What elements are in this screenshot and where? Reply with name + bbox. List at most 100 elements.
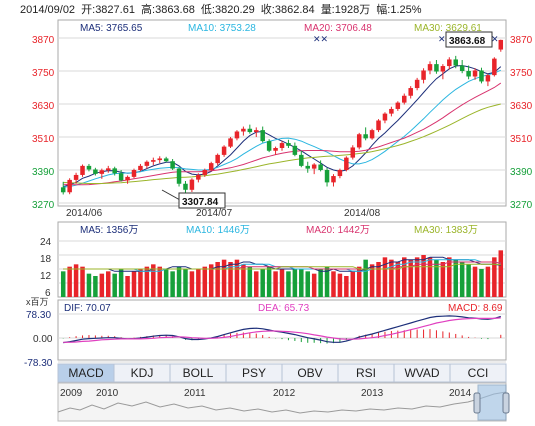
tab-cci[interactable]	[449, 363, 507, 383]
vol-legend-ma10: MA10: 1446万	[186, 225, 250, 236]
candle-body	[286, 143, 291, 146]
nav-year: 2014	[449, 388, 472, 399]
volume-bar	[170, 271, 175, 297]
zoom-marker-icon[interactable]: ✕✕	[313, 34, 328, 44]
candle-body	[498, 39, 504, 50]
candle-body	[369, 130, 375, 139]
candle-body	[144, 161, 150, 166]
macd-dea-line	[63, 317, 501, 343]
candle-body	[163, 158, 169, 162]
candle-body	[170, 161, 175, 169]
candle-body	[414, 79, 420, 89]
header-change-label: 幅:	[376, 3, 390, 16]
volume-bar	[266, 266, 272, 297]
header-low: 3820.29	[215, 4, 255, 16]
zoom-marker-icon[interactable]: ✕	[491, 34, 499, 44]
nav-year: 2013	[361, 388, 384, 399]
volume-axis: 24 18 12 6 x百万	[26, 237, 52, 307]
candle-body	[138, 165, 143, 170]
candle-body	[106, 168, 111, 171]
date-label: 2014/07	[196, 208, 233, 219]
zoom-marker-icon[interactable]: ✕	[438, 34, 446, 44]
legend-ma30: MA30: 3629.61	[414, 23, 482, 34]
volume-bar	[408, 259, 413, 297]
candle-body	[427, 64, 433, 71]
volume-bar	[479, 269, 484, 297]
price-panel	[57, 19, 507, 207]
header-high-label: 高:	[141, 2, 155, 16]
macd-legend: DIF: 70.07 DEA: 65.73 MACD: 8.69	[64, 303, 503, 314]
volume-bar	[356, 266, 362, 297]
volume-tick: 6	[45, 288, 51, 299]
macd-legend-dif: DIF: 70.07	[64, 303, 111, 314]
volume-bar	[196, 269, 201, 297]
candle-body	[247, 128, 253, 133]
price-ma20-line	[63, 82, 502, 186]
macd-axis: 78.30 0.00 -78.30	[24, 310, 53, 369]
volume-bar	[311, 273, 317, 297]
nav-year: 2011	[184, 388, 206, 399]
volume-bar	[144, 266, 150, 297]
volume-bar	[99, 273, 105, 297]
legend-ma5: MA5: 3765.65	[80, 23, 143, 34]
candle-body	[221, 146, 227, 155]
candle-body	[318, 164, 323, 170]
candle-body	[466, 71, 471, 77]
tab-label: CCI	[468, 366, 489, 380]
volume-bar	[279, 269, 285, 297]
price-legend: MA5: 3765.65 MA10: 3753.28 MA20: 3706.48…	[80, 23, 482, 34]
volume-bar	[86, 273, 92, 297]
volume-bar	[318, 269, 323, 297]
high-callout: 3863.68	[445, 31, 493, 48]
candle-body	[80, 165, 85, 175]
navigator-right-handle[interactable]	[502, 392, 510, 414]
candle-body	[382, 113, 388, 121]
header-open: 3827.61	[95, 4, 135, 16]
volume-bar	[421, 255, 426, 297]
candle-body	[196, 174, 201, 180]
tab-label: OBV	[297, 366, 322, 380]
volume-bar	[138, 269, 143, 297]
price-tick-left: 3870	[32, 35, 55, 46]
volume-bar	[163, 269, 169, 297]
header-volume-label: 量:	[321, 3, 335, 16]
candle-body	[183, 183, 188, 190]
nav-year: 2012	[273, 388, 296, 399]
volume-bar	[208, 264, 214, 297]
volume-bar	[337, 273, 343, 297]
candle-body	[472, 70, 478, 77]
candle-body	[254, 130, 259, 133]
range-navigator[interactable]	[57, 382, 507, 422]
volume-legend: MA5: 1356万 MA10: 1446万 MA20: 1442万 MA30:…	[80, 225, 478, 236]
navigator-left-handle[interactable]	[473, 392, 481, 414]
zoom-markers[interactable]: ✕✕ ✕ ✕	[313, 34, 499, 44]
low-callout-value: 3307.84	[182, 197, 219, 208]
volume-bar	[395, 262, 401, 297]
price-tick-right: 3630	[510, 101, 533, 112]
vol-legend-ma20: MA20: 1442万	[306, 225, 370, 236]
volume-bar	[447, 257, 452, 297]
candle-body	[189, 179, 195, 190]
volume-bar	[472, 266, 478, 297]
candle-body	[131, 170, 137, 177]
macd-legend-dea: DEA: 65.73	[258, 303, 310, 314]
candle-body	[402, 95, 407, 103]
volume-bar	[299, 269, 304, 297]
volume-bar	[60, 271, 66, 297]
candle-body	[266, 141, 272, 151]
volume-bar	[459, 262, 465, 297]
volume-bar	[80, 266, 85, 297]
navigator-selection[interactable]	[477, 384, 507, 421]
tab-label: RSI	[356, 366, 376, 380]
candle-body	[260, 130, 265, 142]
volume-unit: x百万	[26, 297, 49, 307]
price-tick-left: 3630	[32, 101, 55, 112]
candle-body	[202, 170, 208, 175]
tab-label: KDJ	[131, 366, 154, 380]
volume-bar	[273, 271, 278, 297]
tab-label: BOLL	[183, 366, 214, 380]
candles	[60, 39, 504, 195]
date-label: 2014/08	[344, 208, 381, 219]
candle-body	[118, 173, 124, 181]
volume-bar	[228, 262, 233, 297]
